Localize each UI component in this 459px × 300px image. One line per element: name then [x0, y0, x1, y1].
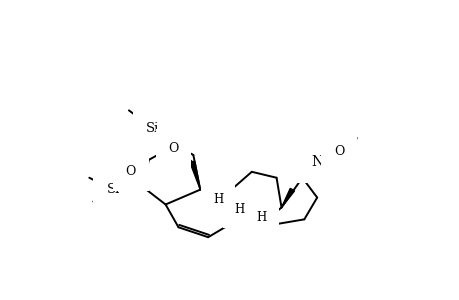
Text: H: H	[213, 193, 223, 206]
Text: O: O	[168, 142, 179, 154]
Text: N: N	[310, 155, 323, 169]
Text: Si: Si	[146, 122, 159, 135]
Text: O: O	[125, 165, 136, 178]
Polygon shape	[281, 188, 294, 208]
Text: H: H	[256, 211, 266, 224]
Text: Si: Si	[106, 183, 119, 196]
Polygon shape	[190, 161, 200, 190]
Text: O: O	[333, 146, 343, 158]
Text: H: H	[234, 203, 245, 216]
Polygon shape	[129, 160, 148, 174]
